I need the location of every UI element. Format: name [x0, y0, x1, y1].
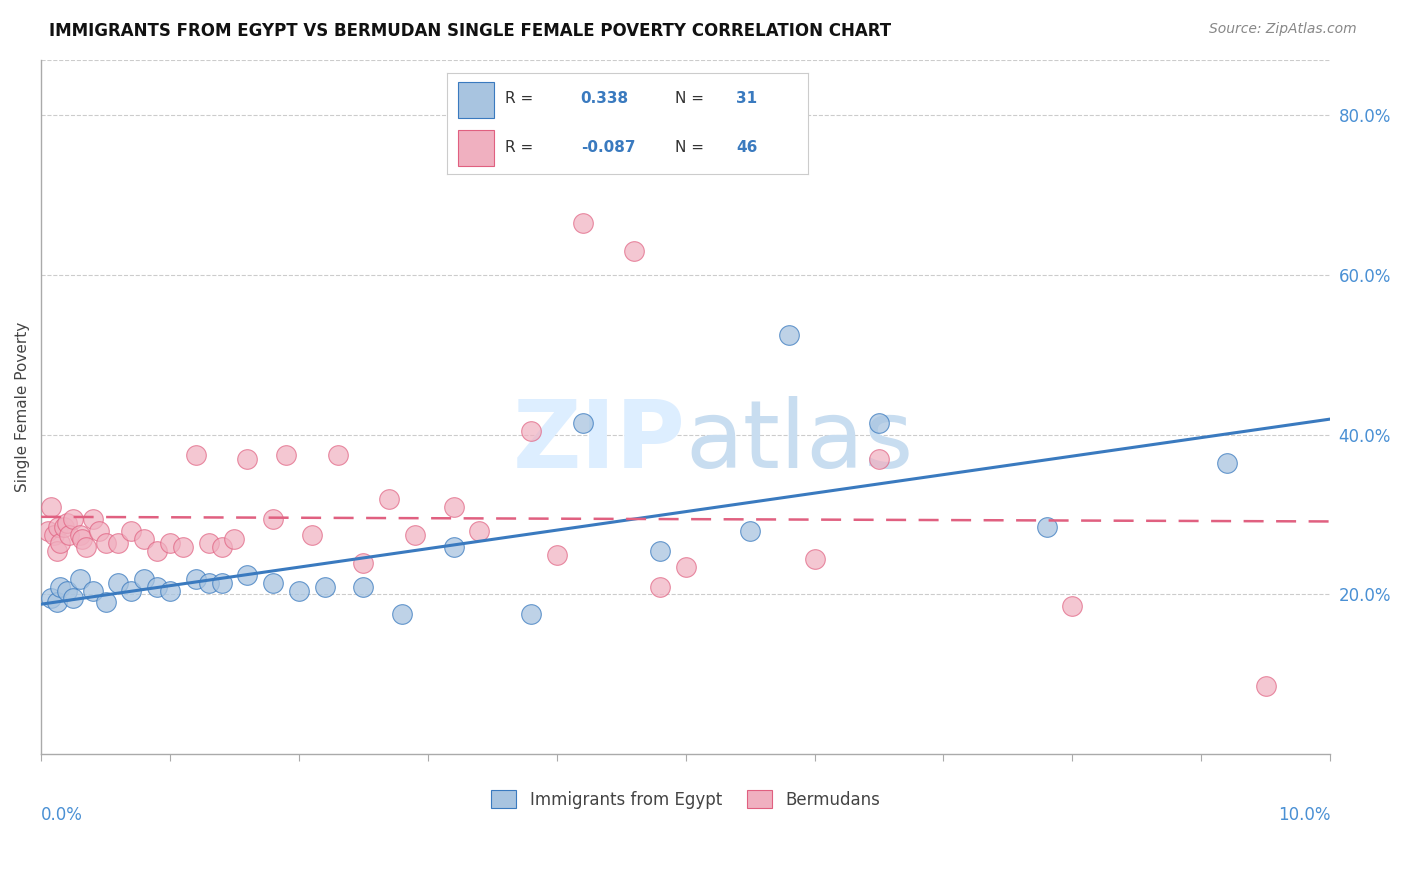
Text: 10.0%: 10.0% — [1278, 806, 1330, 824]
Point — [120, 524, 142, 538]
Point — [443, 540, 465, 554]
Point — [87, 524, 110, 538]
Point — [224, 532, 246, 546]
Point — [468, 524, 491, 538]
Point — [301, 527, 323, 541]
Point — [546, 548, 568, 562]
Point — [211, 540, 233, 554]
Point — [94, 595, 117, 609]
Point — [82, 511, 104, 525]
Point — [94, 535, 117, 549]
Point — [778, 328, 800, 343]
Text: IMMIGRANTS FROM EGYPT VS BERMUDAN SINGLE FEMALE POVERTY CORRELATION CHART: IMMIGRANTS FROM EGYPT VS BERMUDAN SINGLE… — [49, 22, 891, 40]
Text: ZIP: ZIP — [513, 396, 686, 488]
Point — [45, 543, 67, 558]
Point — [56, 516, 79, 530]
Point — [159, 583, 181, 598]
Point — [211, 575, 233, 590]
Point — [868, 416, 890, 430]
Point — [262, 575, 284, 590]
Point — [184, 572, 207, 586]
Point — [107, 575, 129, 590]
Point — [571, 216, 593, 230]
Point — [274, 448, 297, 462]
Point — [56, 583, 79, 598]
Point — [378, 491, 401, 506]
Legend: Immigrants from Egypt, Bermudans: Immigrants from Egypt, Bermudans — [485, 784, 887, 815]
Point — [571, 416, 593, 430]
Point — [120, 583, 142, 598]
Point — [443, 500, 465, 514]
Point — [53, 519, 76, 533]
Point — [314, 580, 336, 594]
Point — [72, 532, 94, 546]
Point — [49, 580, 72, 594]
Point — [352, 556, 374, 570]
Text: atlas: atlas — [686, 396, 914, 488]
Point — [172, 540, 194, 554]
Point — [262, 511, 284, 525]
Point — [868, 451, 890, 466]
Point — [146, 543, 169, 558]
Point — [184, 448, 207, 462]
Point — [37, 524, 59, 538]
Point — [41, 591, 63, 606]
Point — [197, 575, 219, 590]
Point — [1254, 679, 1277, 693]
Point — [69, 572, 91, 586]
Point — [288, 583, 311, 598]
Point — [146, 580, 169, 594]
Point — [69, 527, 91, 541]
Point — [41, 500, 63, 514]
Point — [107, 535, 129, 549]
Point — [520, 607, 543, 622]
Point — [1216, 456, 1239, 470]
Point — [75, 540, 97, 554]
Point — [58, 527, 80, 541]
Point — [738, 524, 761, 538]
Y-axis label: Single Female Poverty: Single Female Poverty — [15, 322, 30, 492]
Point — [45, 595, 67, 609]
Point — [648, 543, 671, 558]
Point — [326, 448, 349, 462]
Point — [236, 567, 259, 582]
Point — [62, 591, 84, 606]
Text: Source: ZipAtlas.com: Source: ZipAtlas.com — [1209, 22, 1357, 37]
Point — [1035, 519, 1057, 533]
Point — [520, 424, 543, 438]
Point — [134, 572, 156, 586]
Point — [49, 535, 72, 549]
Point — [352, 580, 374, 594]
Point — [62, 511, 84, 525]
Point — [675, 559, 697, 574]
Point — [46, 519, 69, 533]
Point — [803, 551, 825, 566]
Point — [236, 451, 259, 466]
Point — [42, 527, 65, 541]
Point — [648, 580, 671, 594]
Point — [623, 244, 645, 259]
Point — [391, 607, 413, 622]
Point — [197, 535, 219, 549]
Text: 0.0%: 0.0% — [41, 806, 83, 824]
Point — [134, 532, 156, 546]
Point — [1062, 599, 1084, 614]
Point — [159, 535, 181, 549]
Point — [404, 527, 426, 541]
Point — [82, 583, 104, 598]
